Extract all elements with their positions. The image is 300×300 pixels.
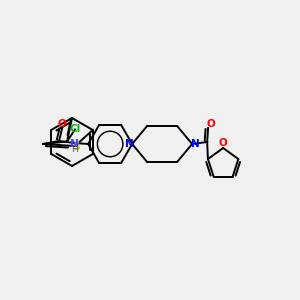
Text: O: O [207, 119, 215, 129]
Text: S: S [72, 142, 80, 152]
Text: H: H [71, 146, 77, 154]
Text: O: O [219, 138, 227, 148]
Text: O: O [58, 119, 67, 129]
Text: N: N [191, 139, 200, 149]
Text: N: N [70, 139, 79, 149]
Text: N: N [125, 139, 134, 149]
Text: Cl: Cl [69, 124, 81, 134]
